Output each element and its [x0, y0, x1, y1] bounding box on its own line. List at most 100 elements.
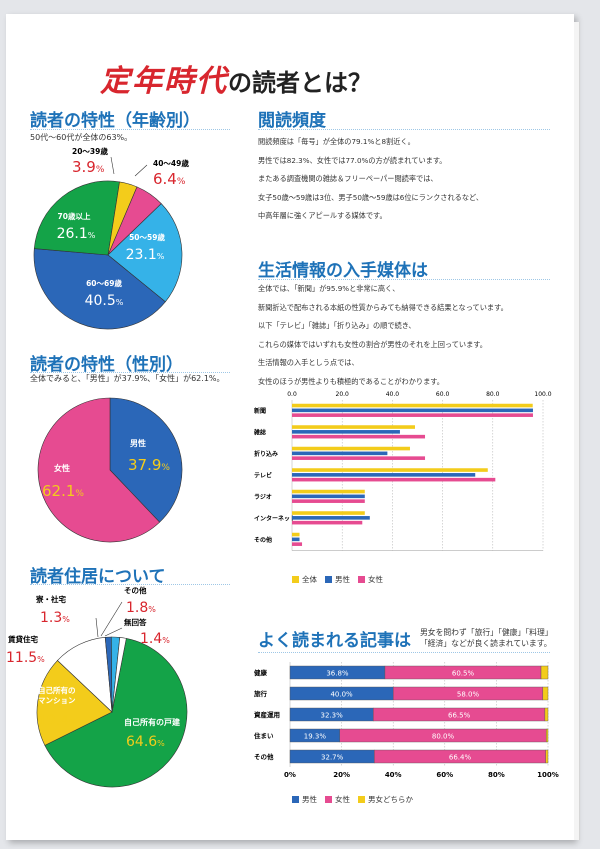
media-bar-0: [292, 403, 533, 408]
gender-slices: [37, 397, 183, 543]
media-line-6: 女性のほうが男性よりも積極的であることがわかります。: [258, 376, 444, 386]
media-bar-2: [292, 542, 303, 546]
housing-label-kodate: 自己所有の戸建: [124, 717, 181, 727]
age-title-underline: [30, 129, 230, 130]
articles-legend-female: 女性: [325, 794, 350, 805]
housing-section-title: 読者住居について: [30, 567, 166, 587]
legend-swatch-blue: [325, 576, 332, 583]
articles-category-label: その他: [254, 752, 274, 761]
legend-swatch-pink: [358, 576, 365, 583]
housing-slices: [36, 636, 188, 788]
articles-x-tick: 60%: [436, 771, 453, 779]
articles-data-label: 36.8%: [326, 670, 349, 678]
housing-leader-mukaito: [104, 627, 123, 637]
media-text: 全体では、「新聞」が95.9%と非常に高く、 新聞折込で配布される本紙の性質から…: [258, 280, 508, 391]
gender-note: 全体でみると、「男性」が37.9%、「女性」が62.1%。: [30, 374, 225, 383]
articles-segment-2: [540, 665, 549, 680]
media-title-underline: [258, 279, 550, 280]
age-value-60-69: 40.5%: [85, 293, 124, 309]
articles-bar-chart: 0% 20% 40% 60% 80% 100% 健康 36.8% 60.5% 旅行 40.0% 58.…: [254, 662, 559, 779]
media-legend-all: 全体: [292, 574, 317, 585]
articles-data-label: 66.4%: [449, 754, 472, 762]
media-bar-1: [292, 408, 533, 413]
media-section-title: 生活情報の入手媒体は: [258, 261, 428, 281]
articles-data-label: 32.3%: [321, 712, 344, 720]
housing-value-sonota: 1.8%: [126, 600, 156, 616]
media-line-2: 新聞折込で配布される本紙の性質からみても納得できる結果となっています。: [258, 302, 508, 312]
media-bar-2: [292, 413, 533, 417]
frequency-line-1: 閲読頻度は「毎号」が全体の79.1%と8割近く。: [258, 137, 415, 146]
legend-label-all: 全体: [302, 575, 317, 584]
media-bar-2: [292, 456, 426, 460]
gender-section-title: 読者の特性（性別）: [30, 355, 183, 375]
housing-value-ryo: 1.3%: [40, 610, 70, 626]
media-category-label: ラジオ: [254, 494, 272, 501]
housing-label-mansion-2: マンション: [38, 696, 76, 705]
housing-slice-5: [111, 637, 127, 713]
housing-label-ryo: 寮・社宅: [35, 594, 66, 604]
articles-section-title: よく読まれる記事は: [258, 631, 411, 651]
housing-leader-sonota: [100, 601, 123, 637]
media-x-tick: 100.0: [534, 391, 551, 398]
articles-x-tick: 0%: [284, 771, 296, 779]
age-slice-2: [33, 248, 166, 330]
media-category-label: テレビ: [254, 471, 272, 479]
media-bar-0: [292, 425, 415, 429]
age-label-20-39: 20〜39歳: [72, 146, 108, 156]
frequency-line-3: またある調査機関の雑誌＆フリーペーパー閲読率では、: [258, 174, 438, 183]
media-legend-female: 女性: [358, 574, 383, 585]
housing-value-chintai: 11.5%: [6, 650, 45, 666]
housing-slice-1: [36, 660, 113, 746]
housing-value-kodate: 64.6%: [126, 734, 165, 750]
age-label-60-69: 60〜69歳: [86, 278, 122, 288]
articles-data-label: 80.0%: [432, 733, 455, 741]
age-value-20-39: 3.9%: [72, 158, 105, 176]
age-leader-40: [134, 164, 148, 177]
title-rest: の読者とは？: [228, 69, 372, 97]
age-leader-20: [110, 156, 115, 175]
page-edge: [574, 22, 580, 840]
age-value-50-59: 23.1%: [126, 247, 165, 263]
media-x-tick: 20.0: [336, 391, 350, 398]
media-line-5: 生活情報の入手としう点では、: [258, 358, 359, 367]
media-line-4: これらの媒体ではいずれも女性の割合が男性のそれを上回っています。: [258, 339, 487, 349]
legend-swatch-pink: [325, 796, 332, 803]
media-legend: 全体 男性 女性: [292, 574, 383, 585]
housing-label-sonota: その他: [124, 585, 147, 595]
legend-label-female: 女性: [335, 795, 350, 804]
housing-label-mukaito: 無回答: [124, 617, 147, 627]
media-bar-2: [292, 477, 496, 482]
media-category-label: 雑誌: [253, 428, 266, 436]
articles-legend-either: 男女どちらか: [358, 794, 413, 805]
gender-value-female: 62.1%: [42, 482, 84, 500]
age-value-70: 26.1%: [57, 226, 96, 242]
articles-legend-male: 男性: [292, 794, 317, 805]
media-bar-1: [292, 516, 370, 520]
gender-title-underline: [30, 372, 230, 373]
articles-data-label: 58.0%: [457, 691, 480, 699]
media-bar-0: [292, 446, 410, 451]
frequency-line-5: 中高年層に強くアピールする媒体です。: [258, 211, 387, 220]
media-line-3: 以下「テレビ」「雑誌」「折り込み」の順で続き、: [258, 321, 416, 330]
articles-x-tick: 20%: [333, 771, 350, 779]
media-x-tick: 0.0: [287, 391, 297, 398]
articles-data-label: 32.7%: [321, 754, 344, 762]
media-legend-male: 男性: [325, 574, 350, 585]
articles-data-label: 40.0%: [330, 691, 353, 699]
media-category-label: 新聞: [254, 407, 266, 415]
frequency-section-title: 閲読頻度: [258, 111, 326, 131]
gender-slice-1: [37, 397, 161, 543]
articles-data-label: 19.3%: [304, 733, 327, 741]
articles-sub-line-2: 「経済」などが良く読まれています。: [420, 638, 552, 648]
media-x-tick: 80.0: [486, 391, 500, 398]
articles-segment-2: [545, 749, 549, 764]
legend-swatch-yellow: [292, 576, 299, 583]
frequency-line-4: 女子50歳〜59歳は3位、男子50歳〜59歳は6位にランクされるなど、: [258, 192, 484, 202]
articles-segment-2: [542, 686, 549, 701]
legend-label-male: 男性: [335, 575, 350, 584]
legend-label-female: 女性: [368, 575, 383, 584]
title-accent: 定年時代: [100, 64, 228, 99]
age-slice-4: [107, 181, 138, 256]
gender-value-male: 37.9%: [128, 456, 170, 474]
media-bar-0: [292, 489, 365, 494]
